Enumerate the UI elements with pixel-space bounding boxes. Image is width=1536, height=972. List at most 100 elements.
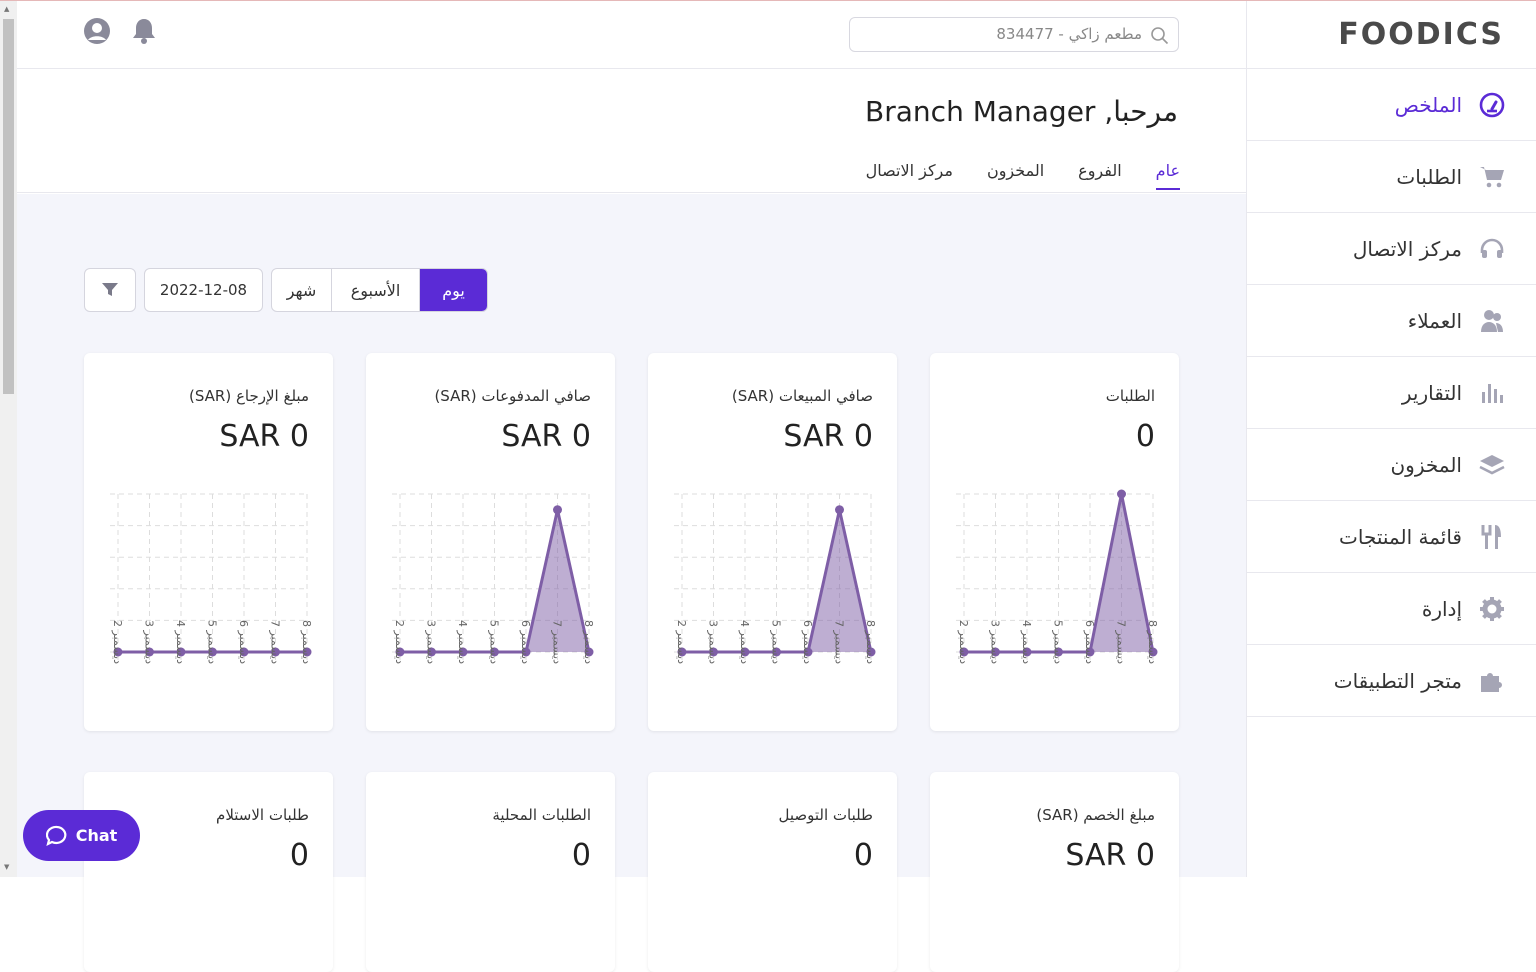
sidebar-item-8[interactable]: متجر التطبيقات — [1247, 645, 1536, 717]
users-icon — [1478, 307, 1506, 335]
data-point — [803, 647, 813, 657]
data-point — [1022, 647, 1032, 657]
sidebar-item-label: الملخص — [1394, 92, 1462, 117]
x-tick-label: ديسمبر 6 — [1083, 620, 1096, 664]
x-tick-label: ديسمبر 7 — [269, 620, 282, 664]
data-point — [1148, 647, 1158, 657]
trend-chart: ديسمبر 2 ديسمبر 3 ديسمبر 4 ديسمبر 5 ديسمبر 6… — [110, 493, 313, 664]
dashboard-gauge-icon — [1478, 91, 1506, 119]
x-tick-label: ديسمبر 6 — [519, 620, 532, 664]
sidebar-item-label: متجر التطبيقات — [1333, 668, 1462, 693]
x-tick-label: ديسمبر 7 — [551, 620, 564, 664]
headset-icon — [1478, 235, 1506, 263]
data-point — [395, 647, 405, 657]
page-title: مرحبا, Branch Manager — [865, 95, 1178, 128]
x-tick-label: ديسمبر 3 — [143, 620, 156, 664]
x-tick-label: ديسمبر 6 — [801, 620, 814, 664]
scroll-down-icon[interactable]: ▼ — [4, 863, 10, 871]
tab-1[interactable]: الفروع — [1078, 161, 1122, 180]
user-avatar-icon[interactable] — [83, 17, 111, 49]
x-tick-label: ديسمبر 5 — [488, 620, 501, 664]
sidebar-item-1[interactable]: الطلبات — [1247, 141, 1536, 213]
period-option-2[interactable]: شهر — [286, 280, 317, 300]
stat-label: صافي المدفوعات (SAR) — [434, 387, 591, 405]
tab-2[interactable]: المخزون — [986, 161, 1045, 180]
sidebar: FOODICS الملخص الطلبات مركز الاتصال العملاء… — [1246, 1, 1536, 877]
sidebar-item-7[interactable]: إدارة — [1247, 573, 1536, 645]
data-point — [490, 647, 499, 657]
data-point — [835, 505, 844, 515]
scroll-up-icon[interactable]: ▲ — [4, 5, 10, 13]
branch-search-input[interactable]: مطعم زاكي - 834477 — [849, 17, 1179, 52]
stat-card: الطلبات 0 ديسمبر 2 ديسمبر 3 ديسمبر 4 ديسمبر 5… — [930, 353, 1179, 731]
x-tick-label: ديسمبر 5 — [1052, 620, 1065, 664]
chat-bubble-icon — [45, 825, 67, 846]
data-point — [176, 647, 186, 657]
data-point — [521, 647, 531, 657]
page-header: مرحبا, Branch Manager عام الفروع المخزون مر… — [17, 69, 1246, 193]
stat-value: 0 — [289, 838, 309, 873]
sidebar-item-0[interactable]: الملخص — [1247, 69, 1536, 141]
sidebar-item-2[interactable]: مركز الاتصال — [1247, 213, 1536, 285]
sidebar-item-3[interactable]: العملاء — [1247, 285, 1536, 357]
x-tick-label: ديسمبر 3 — [425, 620, 438, 664]
x-tick-label: ديسمبر 8 — [864, 620, 877, 664]
page-scrollbar[interactable]: ▲ ▼ — [0, 1, 17, 877]
data-point — [959, 647, 969, 657]
period-option-1[interactable]: الأسبوع — [331, 269, 419, 311]
stat-card: صافي المدفوعات (SAR) SAR 0 ديسمبر 2 ديسمبر … — [366, 353, 615, 731]
data-point — [740, 647, 750, 657]
data-point — [677, 647, 687, 657]
x-tick-label: ديسمبر 5 — [206, 620, 219, 664]
data-point — [1085, 647, 1095, 657]
chat-button[interactable]: Chat — [23, 810, 140, 861]
stat-value: 0 — [853, 838, 873, 873]
area-fill — [964, 494, 1153, 652]
stat-label: صافي المبيعات (SAR) — [731, 387, 873, 405]
search-icon — [1150, 25, 1170, 58]
bell-icon[interactable] — [131, 17, 157, 49]
stat-value: 0 — [571, 838, 591, 873]
date-picker[interactable]: 2022-12-08 — [144, 268, 263, 312]
sidebar-item-6[interactable]: قائمة المنتجات — [1247, 501, 1536, 573]
data-point — [458, 647, 468, 657]
scrollbar-thumb[interactable] — [3, 19, 14, 394]
data-point — [1117, 489, 1126, 499]
x-tick-label: ديسمبر 4 — [174, 620, 187, 664]
stat-label: الطلبات المحلية — [492, 806, 591, 824]
x-tick-label: ديسمبر 7 — [1115, 620, 1128, 664]
data-point — [709, 647, 718, 657]
filter-button[interactable] — [84, 268, 136, 312]
foodics-logo[interactable]: FOODICS — [1247, 1, 1536, 69]
x-tick-label: ديسمبر 4 — [456, 620, 469, 664]
x-tick-label: ديسمبر 3 — [707, 620, 720, 664]
x-tick-label: ديسمبر 8 — [582, 620, 595, 664]
stat-value: SAR 0 — [783, 419, 873, 454]
data-point — [553, 505, 562, 515]
trend-chart: ديسمبر 2 ديسمبر 3 ديسمبر 4 ديسمبر 5 ديسمبر 6… — [956, 489, 1159, 664]
chat-label: Chat — [75, 826, 118, 845]
period-option-0[interactable]: يوم — [419, 269, 487, 311]
trend-chart: ديسمبر 2 ديسمبر 3 ديسمبر 4 ديسمبر 5 ديسمبر 6… — [674, 493, 877, 664]
tab-0[interactable]: عام — [1155, 161, 1180, 190]
trend-chart: ديسمبر 2 ديسمبر 3 ديسمبر 4 ديسمبر 5 ديسمبر 6… — [392, 493, 595, 664]
data-point — [866, 647, 876, 657]
stat-card: مبلغ الخصم (SAR) SAR 0 — [930, 772, 1179, 972]
layers-icon — [1478, 451, 1506, 479]
area-fill — [682, 509, 871, 652]
stat-label: مبلغ الخصم (SAR) — [1036, 806, 1155, 824]
stat-label: طلبات التوصيل — [778, 806, 873, 824]
sidebar-item-label: إدارة — [1421, 596, 1462, 621]
sidebar-item-5[interactable]: المخزون — [1247, 429, 1536, 501]
filter-icon — [102, 283, 118, 296]
data-point — [991, 647, 1000, 657]
x-tick-label: ديسمبر 2 — [111, 620, 124, 664]
x-tick-label: ديسمبر 6 — [237, 620, 250, 664]
x-tick-label: ديسمبر 8 — [300, 620, 313, 664]
area-fill — [400, 509, 589, 652]
tab-3[interactable]: مركز الاتصال — [865, 161, 953, 180]
sidebar-item-4[interactable]: التقارير — [1247, 357, 1536, 429]
period-selector: شهر الأسبوع يوم — [271, 268, 488, 312]
data-point — [1054, 647, 1063, 657]
stat-label: مبلغ الإرجاع (SAR) — [188, 387, 309, 405]
